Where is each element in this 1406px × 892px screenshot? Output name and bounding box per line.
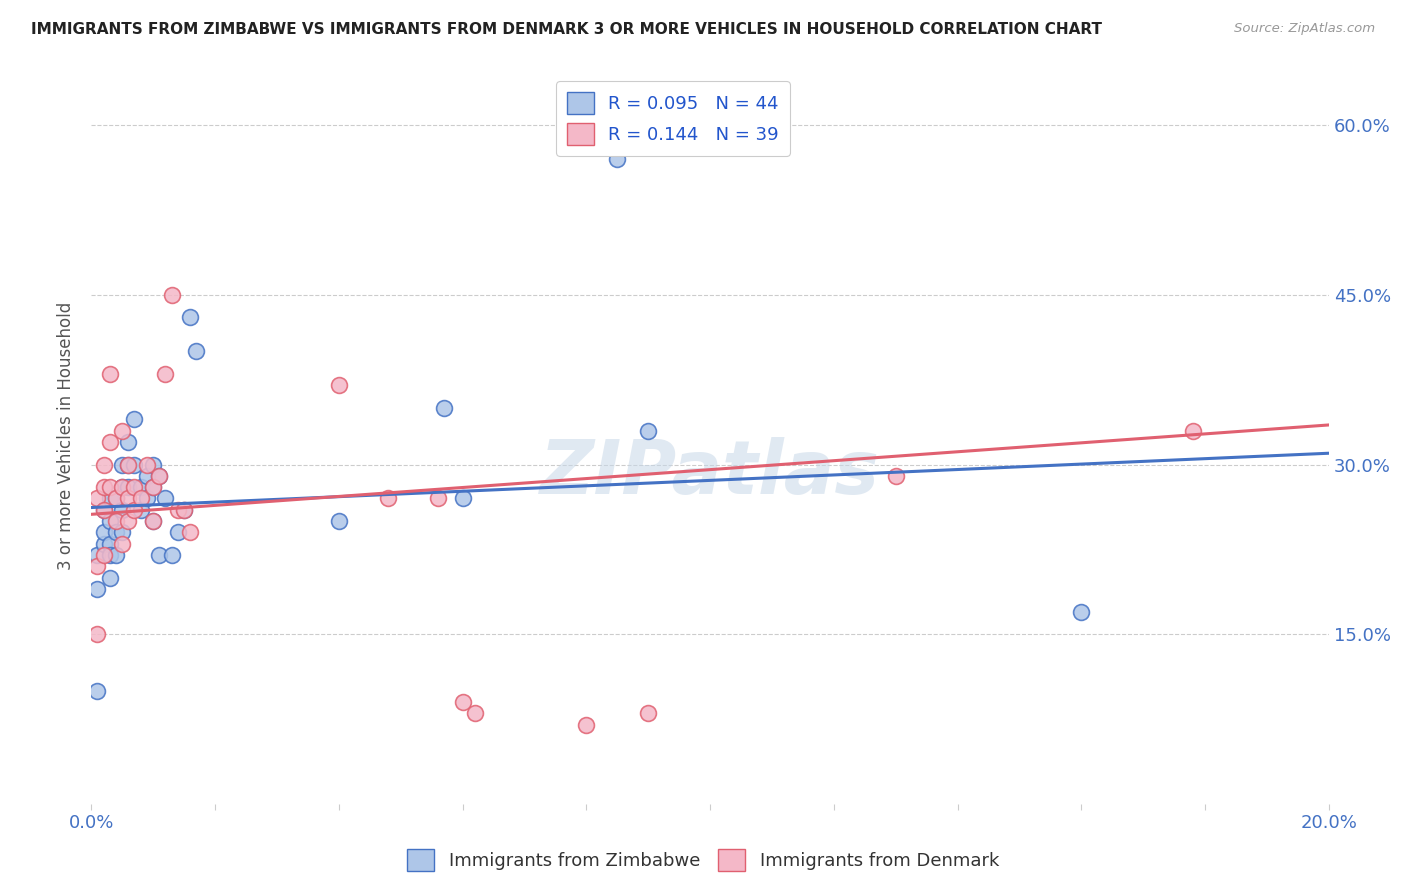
Point [129, 491, 152, 506]
Point [104, 548, 127, 562]
Point [142, 480, 165, 494]
Point [173, 503, 195, 517]
Point [86, 683, 108, 698]
Point [98, 514, 121, 528]
Point [426, 491, 449, 506]
Point [111, 525, 134, 540]
Point [93, 503, 115, 517]
Point [98, 548, 121, 562]
Point [111, 537, 134, 551]
Legend: Immigrants from Zimbabwe, Immigrants from Denmark: Immigrants from Zimbabwe, Immigrants fro… [399, 842, 1007, 879]
Point [142, 514, 165, 528]
Point [86, 582, 108, 596]
Point [173, 503, 195, 517]
Point [93, 537, 115, 551]
Point [117, 458, 139, 472]
Point [148, 468, 170, 483]
Point [186, 344, 208, 359]
Point [148, 548, 170, 562]
Point [98, 537, 121, 551]
Point [135, 468, 157, 483]
Point [104, 525, 127, 540]
Point [124, 458, 146, 472]
Point [93, 548, 115, 562]
Point [98, 480, 121, 494]
Text: IMMIGRANTS FROM ZIMBABWE VS IMMIGRANTS FROM DENMARK 3 OR MORE VEHICLES IN HOUSEH: IMMIGRANTS FROM ZIMBABWE VS IMMIGRANTS F… [31, 22, 1102, 37]
Point [124, 480, 146, 494]
Y-axis label: 3 or more Vehicles in Household: 3 or more Vehicles in Household [58, 302, 75, 570]
Point [155, 491, 177, 506]
Point [179, 525, 201, 540]
Point [142, 480, 165, 494]
Point [111, 480, 134, 494]
Point [117, 491, 139, 506]
Legend: R = 0.095   N = 44, R = 0.144   N = 39: R = 0.095 N = 44, R = 0.144 N = 39 [555, 81, 790, 156]
Point [104, 491, 127, 506]
Point [117, 480, 139, 494]
Point [104, 491, 127, 506]
Point [93, 525, 115, 540]
Point [884, 468, 907, 483]
Point [179, 310, 201, 325]
Point [129, 480, 152, 494]
Point [135, 458, 157, 472]
Point [160, 548, 183, 562]
Point [328, 514, 350, 528]
Point [637, 706, 659, 721]
Point [93, 503, 115, 517]
Point [117, 434, 139, 449]
Point [433, 401, 456, 415]
Point [98, 491, 121, 506]
Point [135, 491, 157, 506]
Point [129, 503, 152, 517]
Point [377, 491, 399, 506]
Point [451, 695, 474, 709]
Text: Source: ZipAtlas.com: Source: ZipAtlas.com [1234, 22, 1375, 36]
Point [86, 559, 108, 574]
Point [111, 480, 134, 494]
Point [117, 458, 139, 472]
Point [98, 367, 121, 381]
Point [93, 458, 115, 472]
Point [98, 434, 121, 449]
Point [575, 718, 598, 732]
Point [111, 503, 134, 517]
Point [155, 367, 177, 381]
Point [606, 152, 628, 166]
Point [98, 571, 121, 585]
Point [451, 491, 474, 506]
Point [142, 514, 165, 528]
Point [148, 468, 170, 483]
Point [117, 514, 139, 528]
Point [160, 288, 183, 302]
Text: ZIPatlas: ZIPatlas [540, 436, 880, 509]
Point [166, 525, 188, 540]
Point [637, 424, 659, 438]
Point [86, 548, 108, 562]
Point [124, 503, 146, 517]
Point [142, 458, 165, 472]
Point [328, 378, 350, 392]
Point [111, 458, 134, 472]
Point [104, 514, 127, 528]
Point [1070, 605, 1092, 619]
Point [93, 480, 115, 494]
Point [124, 412, 146, 426]
Point [86, 491, 108, 506]
Point [166, 503, 188, 517]
Point [464, 706, 486, 721]
Point [111, 424, 134, 438]
Point [1181, 424, 1204, 438]
Point [86, 627, 108, 641]
